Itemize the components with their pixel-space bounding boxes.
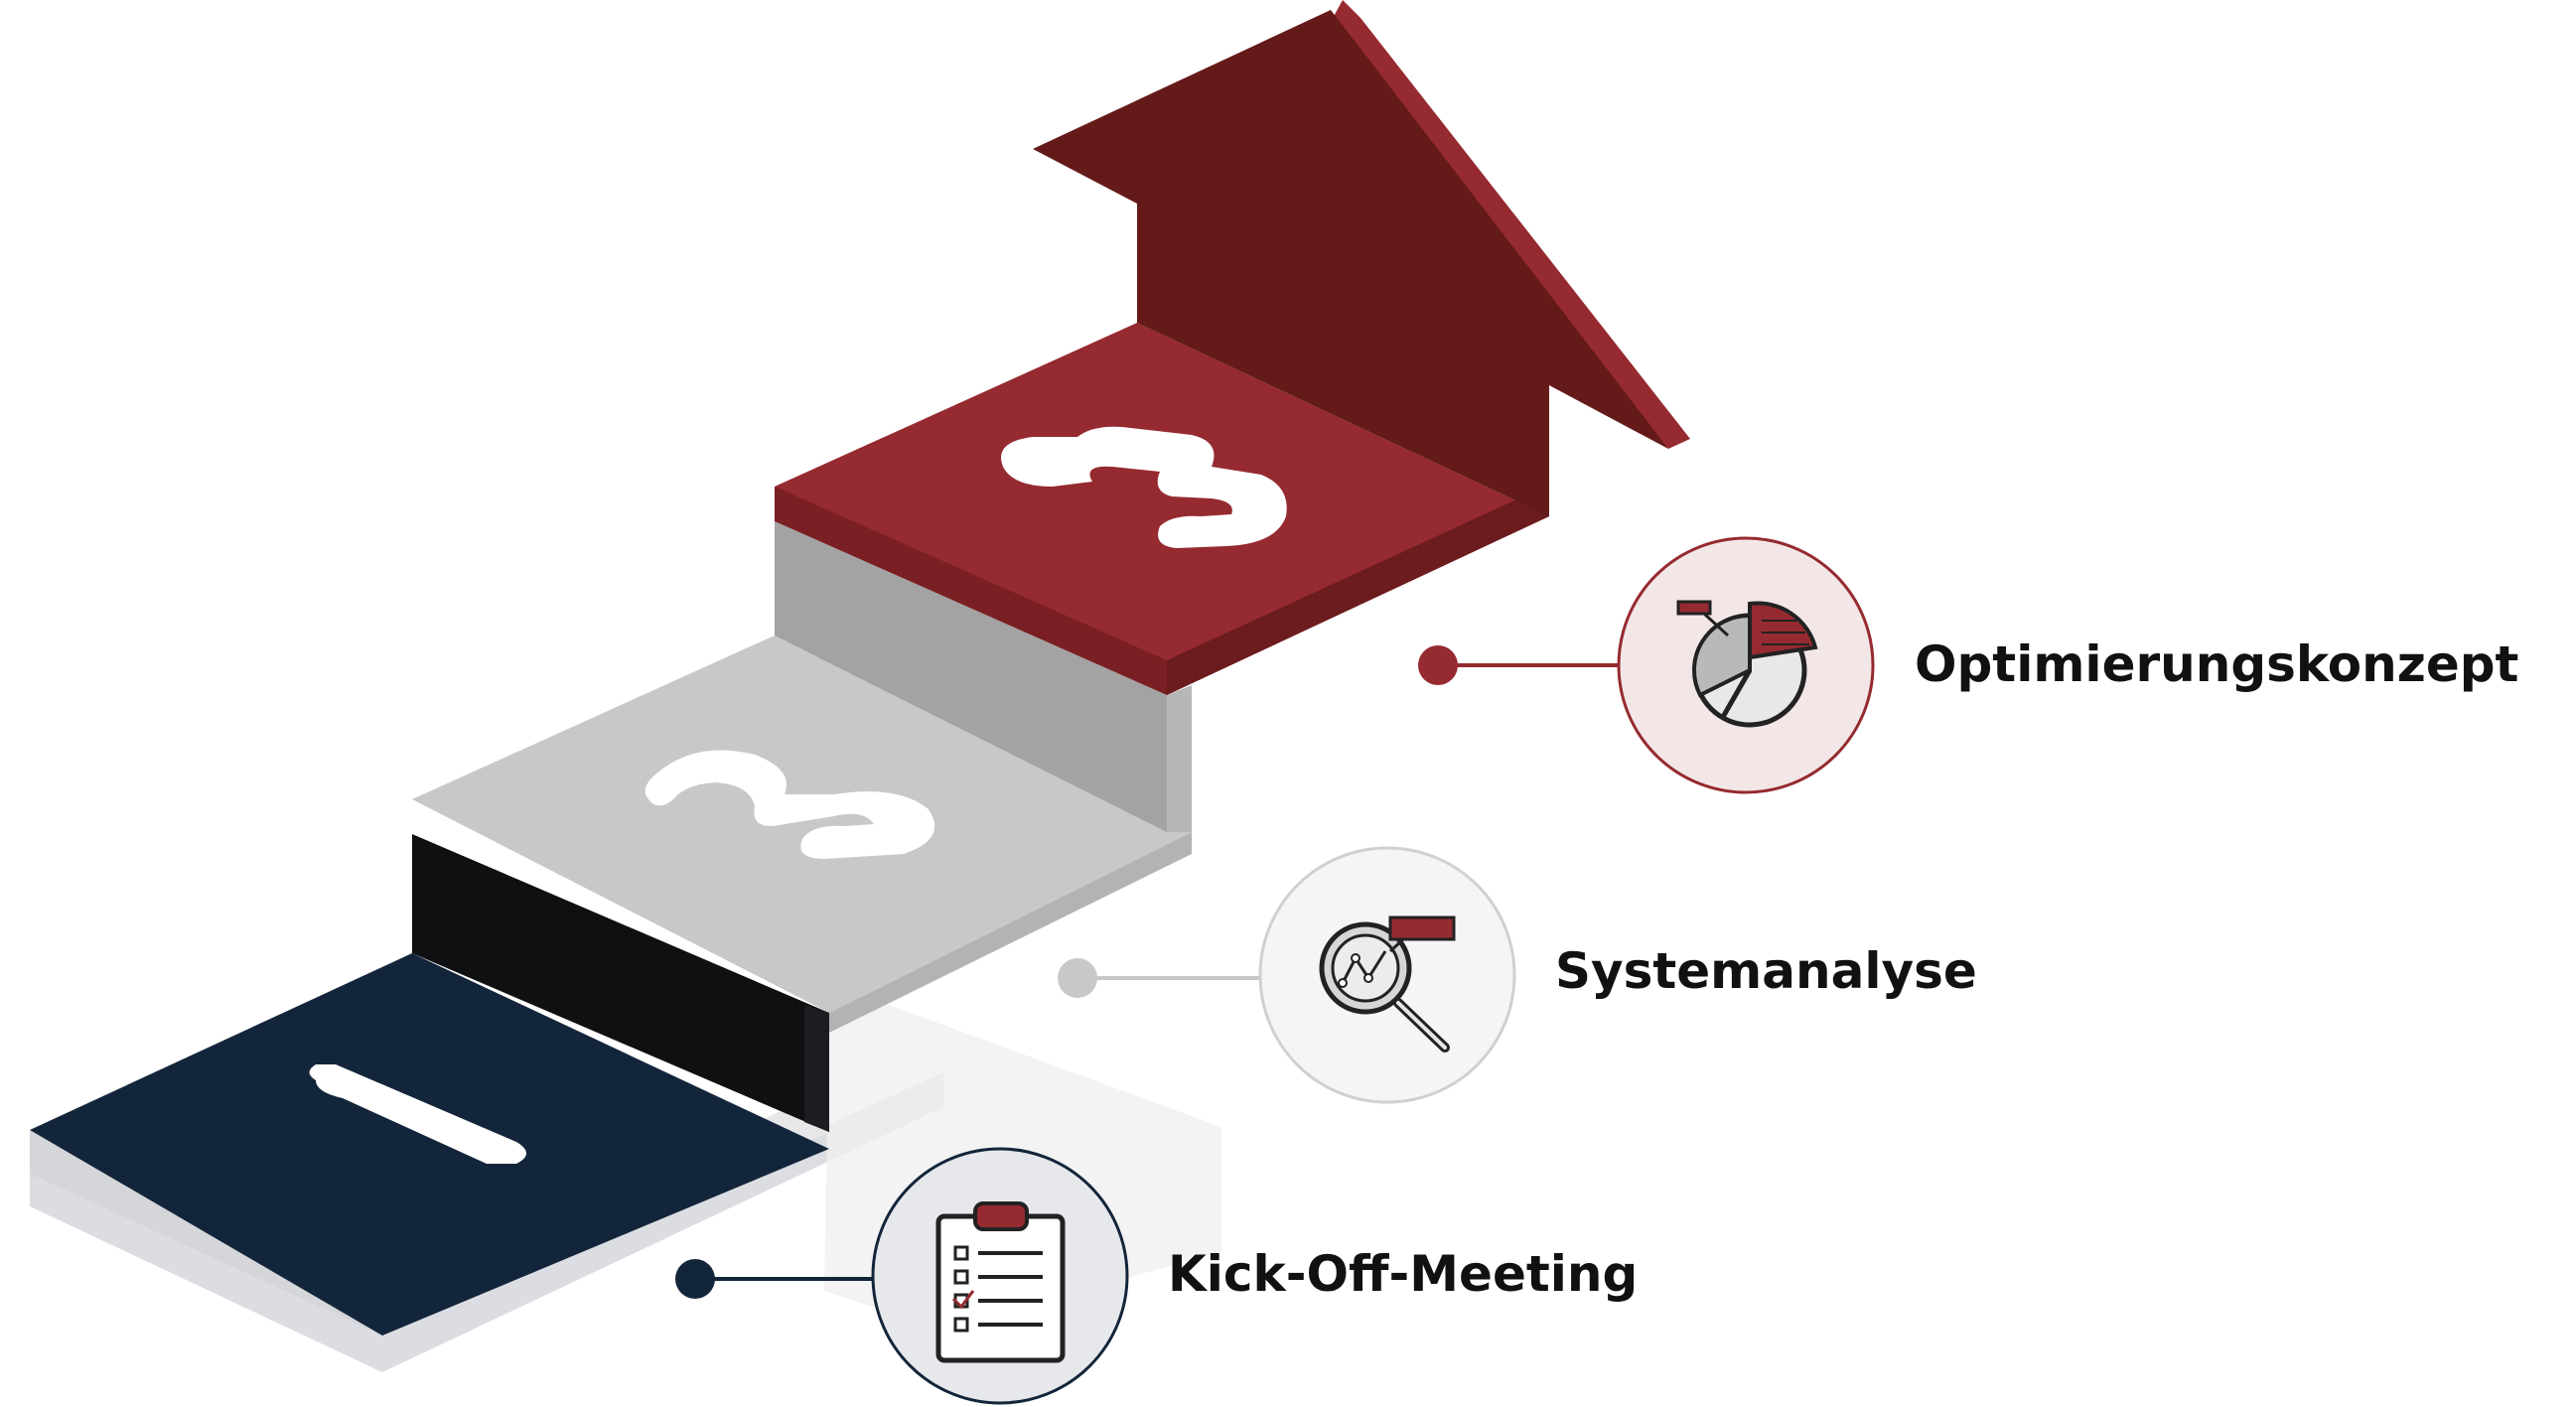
step-3-number-glyph — [1001, 426, 1287, 548]
connector-dot-step-2 — [1058, 958, 1097, 998]
step-1-top-face — [30, 953, 829, 1336]
connector-dot-step-3 — [1418, 645, 1458, 685]
step-2-number-glyph — [644, 750, 935, 859]
step-2-block — [412, 635, 1192, 1033]
arrow-body — [1033, 10, 1668, 516]
step-1-block — [30, 953, 829, 1336]
clipboard-checklist-icon — [935, 1201, 1066, 1363]
pie-chart-icon — [1676, 600, 1818, 728]
connector-step-1 — [675, 1259, 874, 1299]
magnifier-chart-icon — [1319, 915, 1456, 1053]
connector-dot-step-1 — [675, 1259, 715, 1299]
step-3-block — [775, 323, 1549, 695]
step-2-top-face — [412, 635, 1192, 1013]
step-2-icon-badge — [1258, 846, 1516, 1104]
growth-arrow — [1033, 0, 1690, 516]
step-3-label: Optimierungskonzept — [1915, 635, 2518, 693]
step-2-riser — [412, 834, 829, 1132]
step-3-icon-badge — [1617, 536, 1875, 794]
step-3-riser — [775, 521, 1192, 832]
step-1-icon-badge — [871, 1147, 1129, 1405]
step-1-number-glyph — [309, 1064, 526, 1164]
step-1-label: Kick-Off-Meeting — [1168, 1245, 1638, 1303]
connector-step-3 — [1418, 645, 1619, 685]
connector-step-2 — [1058, 958, 1261, 998]
step-2-label: Systemanalyse — [1555, 942, 1977, 1000]
